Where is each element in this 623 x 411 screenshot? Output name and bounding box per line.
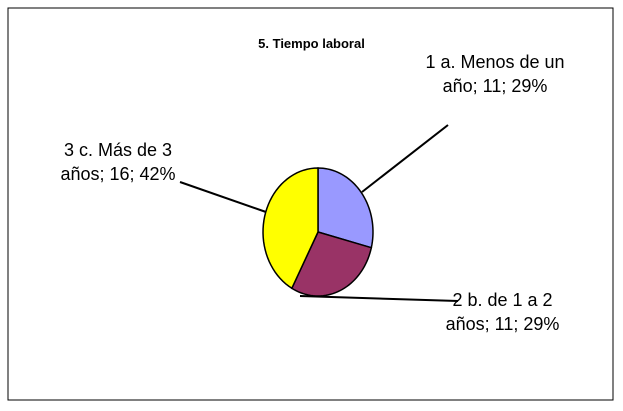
- data-label: 3 c. Más de 3 años; 16; 42%: [60, 140, 176, 184]
- data-label: 2 b. de 1 a 2 años; 11; 29%: [445, 290, 560, 334]
- pie-slice: [262, 167, 319, 290]
- leader-line: [179, 181, 267, 213]
- pie-slice: [290, 231, 373, 297]
- leader-line: [299, 295, 459, 302]
- chart-title: 5. Tiempo laboral: [258, 36, 365, 51]
- leader-line: [361, 124, 449, 193]
- data-label: 1 a. Menos de un año; 11; 29%: [425, 52, 565, 96]
- pie-slice: [317, 167, 374, 249]
